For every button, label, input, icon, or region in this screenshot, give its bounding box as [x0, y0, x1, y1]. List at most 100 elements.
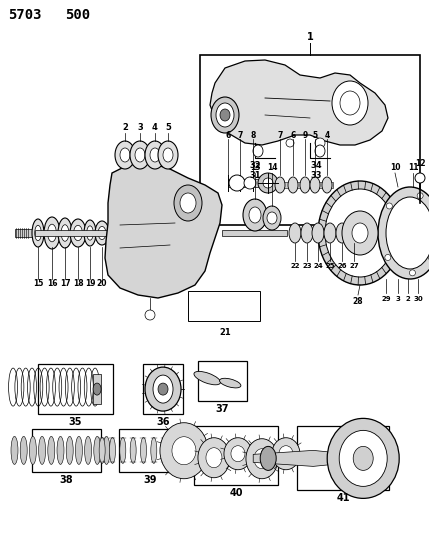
Ellipse shape [61, 225, 69, 241]
Text: 5703: 5703 [8, 8, 42, 22]
Ellipse shape [145, 310, 155, 320]
Text: 15: 15 [33, 279, 43, 287]
Ellipse shape [332, 81, 368, 125]
Ellipse shape [260, 446, 276, 471]
Text: 12: 12 [415, 158, 425, 167]
Ellipse shape [206, 448, 222, 468]
Text: 25: 25 [325, 263, 335, 269]
Ellipse shape [386, 197, 429, 269]
Ellipse shape [275, 177, 285, 193]
Ellipse shape [253, 145, 263, 157]
Ellipse shape [272, 438, 300, 470]
Ellipse shape [315, 145, 325, 157]
Text: 24: 24 [313, 263, 323, 269]
Text: 19: 19 [85, 279, 95, 287]
Ellipse shape [58, 218, 72, 248]
Ellipse shape [288, 177, 298, 193]
Text: 35: 35 [68, 417, 82, 427]
Ellipse shape [211, 97, 239, 133]
Ellipse shape [417, 193, 423, 199]
Ellipse shape [387, 203, 393, 209]
Ellipse shape [229, 175, 245, 191]
Ellipse shape [310, 177, 320, 193]
Ellipse shape [263, 206, 281, 230]
Bar [119, 429, 181, 472]
Ellipse shape [318, 181, 402, 285]
Ellipse shape [174, 185, 202, 221]
Ellipse shape [74, 225, 82, 241]
Ellipse shape [231, 446, 245, 462]
Text: 23: 23 [302, 263, 312, 269]
Text: 36: 36 [156, 417, 170, 427]
Text: 29: 29 [381, 296, 391, 302]
Text: 4: 4 [324, 131, 329, 140]
Text: 32: 32 [249, 160, 261, 169]
Text: 33: 33 [310, 171, 322, 180]
Ellipse shape [220, 109, 230, 121]
Ellipse shape [286, 139, 294, 147]
Text: 17: 17 [60, 279, 70, 287]
Text: 6: 6 [290, 131, 296, 140]
Text: 31: 31 [249, 171, 261, 180]
Ellipse shape [70, 219, 86, 247]
Bar [37, 364, 112, 415]
Ellipse shape [415, 173, 425, 183]
Text: 3: 3 [396, 296, 400, 302]
Text: 500: 500 [65, 8, 90, 22]
Ellipse shape [324, 223, 336, 243]
Text: 9: 9 [302, 131, 308, 140]
Ellipse shape [180, 193, 196, 213]
Ellipse shape [93, 383, 101, 395]
Text: 5: 5 [165, 123, 171, 132]
Text: 21: 21 [219, 328, 231, 337]
Ellipse shape [145, 367, 181, 411]
Ellipse shape [279, 446, 293, 462]
Ellipse shape [258, 173, 278, 193]
Ellipse shape [39, 437, 45, 464]
Ellipse shape [85, 437, 92, 464]
Ellipse shape [249, 207, 261, 223]
Bar [200, 55, 420, 225]
Ellipse shape [378, 187, 429, 279]
Polygon shape [210, 60, 388, 145]
Text: 38: 38 [60, 475, 73, 484]
Ellipse shape [30, 437, 36, 464]
Ellipse shape [120, 148, 130, 162]
Ellipse shape [192, 438, 198, 463]
Ellipse shape [35, 225, 41, 241]
Ellipse shape [322, 177, 332, 193]
Ellipse shape [145, 141, 165, 169]
Text: 40: 40 [229, 488, 243, 498]
Ellipse shape [66, 437, 73, 464]
Ellipse shape [48, 224, 56, 242]
Ellipse shape [32, 219, 44, 247]
Bar [403, 230, 423, 236]
Bar [228, 179, 283, 187]
Ellipse shape [220, 378, 241, 388]
Text: 2: 2 [406, 296, 411, 302]
Ellipse shape [198, 438, 230, 478]
Ellipse shape [224, 438, 252, 470]
Ellipse shape [158, 141, 178, 169]
Bar [222, 230, 287, 236]
Text: 11: 11 [408, 163, 418, 172]
Text: 13: 13 [250, 164, 260, 173]
Text: 41: 41 [336, 494, 350, 503]
Text: 3: 3 [137, 123, 143, 132]
Text: 5: 5 [312, 131, 317, 140]
Ellipse shape [325, 189, 395, 277]
Text: 27: 27 [349, 263, 359, 269]
Bar [278, 182, 333, 188]
Ellipse shape [348, 223, 360, 243]
Text: 34: 34 [310, 160, 322, 169]
Ellipse shape [353, 446, 373, 471]
Text: 26: 26 [337, 263, 347, 269]
Ellipse shape [216, 103, 234, 127]
Ellipse shape [150, 148, 160, 162]
Bar [93, 374, 101, 404]
Ellipse shape [158, 383, 168, 395]
Ellipse shape [194, 372, 221, 385]
Ellipse shape [409, 270, 415, 276]
Ellipse shape [301, 223, 313, 243]
Ellipse shape [115, 141, 135, 169]
